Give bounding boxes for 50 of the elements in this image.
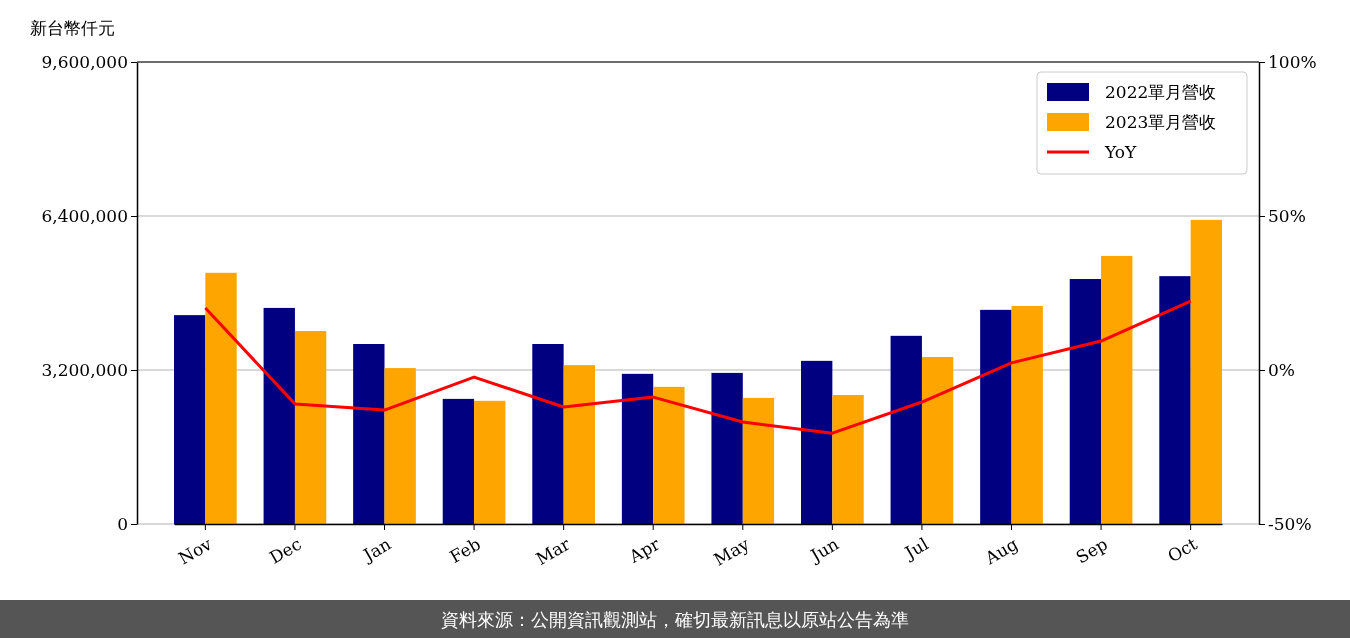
y-tick-label: 6,400,000 bbox=[41, 205, 128, 226]
y2-tick-label: 100% bbox=[1268, 51, 1317, 72]
x-tick-label: Apr bbox=[624, 533, 664, 568]
legend-label: YoY bbox=[1104, 142, 1137, 162]
x-tick-label: May bbox=[710, 533, 753, 570]
x-tick-label: Sep bbox=[1072, 533, 1111, 568]
bar bbox=[801, 360, 833, 524]
legend-label: 2023單月營收 bbox=[1105, 112, 1217, 132]
bar bbox=[174, 315, 206, 524]
x-tick-label: Dec bbox=[265, 533, 305, 568]
y2-tick-label: 0% bbox=[1268, 359, 1295, 380]
bar bbox=[921, 357, 954, 524]
bar bbox=[1101, 255, 1133, 524]
x-tick-label: Aug bbox=[980, 533, 1022, 569]
y2-tick-label: -50% bbox=[1268, 513, 1312, 534]
bar bbox=[890, 335, 922, 524]
x-tick-label: Nov bbox=[175, 533, 216, 569]
bar bbox=[1011, 305, 1043, 524]
y-axis-title: 新台幣仟元 bbox=[30, 18, 115, 38]
bar bbox=[1159, 276, 1191, 524]
bar bbox=[294, 331, 327, 524]
bar bbox=[832, 395, 864, 524]
bar bbox=[742, 397, 775, 524]
bar bbox=[263, 307, 295, 524]
bar bbox=[353, 344, 385, 524]
bar bbox=[621, 373, 654, 524]
source-note: 資料來源：公開資訊觀測站，確切最新訊息以原站公告為準 bbox=[441, 609, 909, 630]
bar bbox=[384, 368, 416, 524]
bar bbox=[653, 386, 685, 524]
x-tick-label: Feb bbox=[446, 533, 484, 567]
y-tick-label: 9,600,000 bbox=[41, 51, 128, 72]
line-series bbox=[203, 299, 1193, 435]
x-tick-label: Jul bbox=[899, 533, 932, 564]
bar bbox=[474, 400, 506, 524]
bar bbox=[711, 372, 743, 524]
legend-label: 2022單月營收 bbox=[1105, 82, 1217, 102]
bar bbox=[1069, 279, 1102, 524]
y2-tick-label: 50% bbox=[1268, 205, 1306, 226]
x-tick-label: Jun bbox=[805, 533, 843, 567]
bar bbox=[563, 365, 595, 524]
y-tick-label: 3,200,000 bbox=[41, 359, 128, 380]
y-tick-label: 0 bbox=[117, 513, 128, 534]
bar bbox=[442, 398, 475, 524]
bar bbox=[1190, 219, 1222, 524]
bar bbox=[532, 344, 564, 524]
bar bbox=[205, 272, 237, 524]
x-tick-label: Oct bbox=[1164, 533, 1201, 567]
x-tick-label: Jan bbox=[358, 533, 395, 567]
x-tick-label: Mar bbox=[532, 533, 575, 569]
bar bbox=[980, 309, 1012, 524]
